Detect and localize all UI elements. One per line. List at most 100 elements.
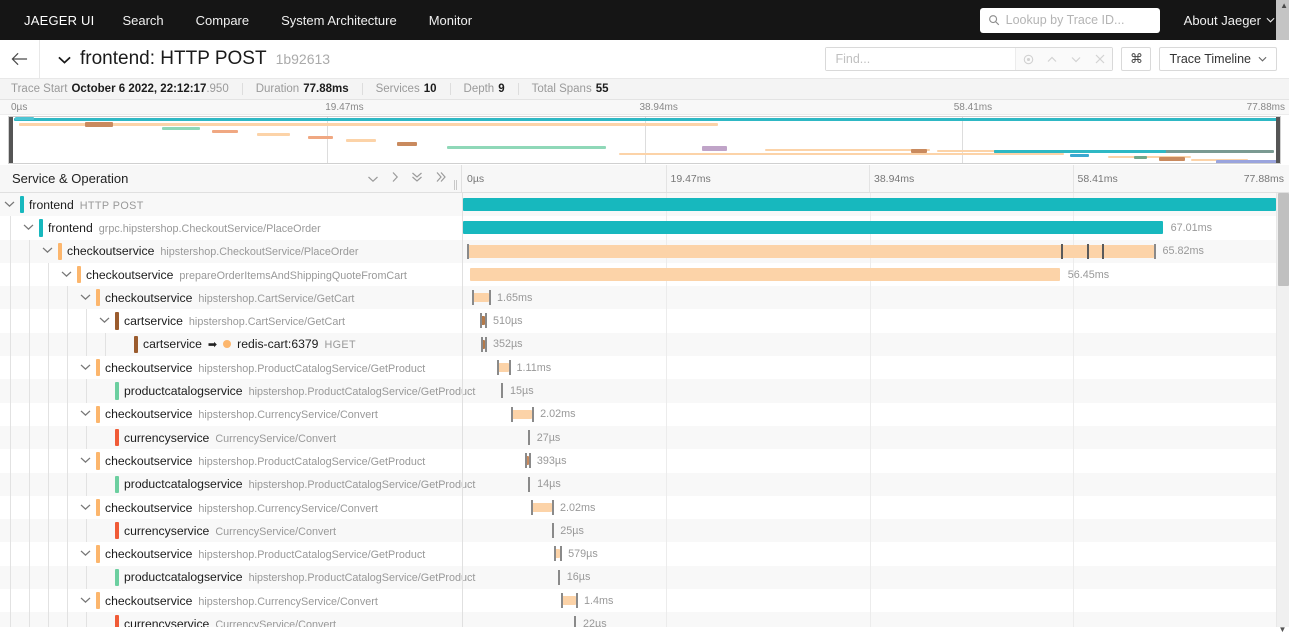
span-duration-bar[interactable] [467,244,1155,258]
nav-link-monitor[interactable]: Monitor [428,12,473,28]
span-row-label-cell[interactable]: currencyservice CurrencyService/Convert [0,612,462,627]
span-duration-bar[interactable] [561,596,576,606]
collapse-one-icon[interactable] [367,172,379,186]
find-input[interactable] [826,48,1017,70]
span-row-timeline-cell[interactable]: 352µs [462,332,1276,357]
span-row[interactable]: currencyservice CurrencyService/Convert 27… [0,425,1276,450]
span-row-label-cell[interactable]: checkoutservice hipstershop.ProductCatalo… [0,542,462,566]
span-row-timeline-cell[interactable]: 67.01ms [462,216,1276,240]
span-row-label-cell[interactable]: frontend grpc.hipstershop.CheckoutService… [0,216,462,240]
span-duration-bar[interactable] [510,409,533,419]
span-row[interactable]: productcatalogservice hipstershop.Product… [0,379,1276,403]
span-row-timeline-cell[interactable]: 16µs [462,565,1276,590]
span-row[interactable]: checkoutservice hipstershop.CheckoutServi… [0,239,1276,263]
span-expand-toggle[interactable] [80,362,91,373]
span-row[interactable]: checkoutservice hipstershop.ProductCatalo… [0,542,1276,566]
span-duration-bar[interactable] [471,293,489,303]
span-row-timeline-cell[interactable]: 1.4ms [462,589,1276,613]
scroll-down-arrow-icon[interactable]: ▼ [1278,625,1287,634]
span-expand-toggle[interactable] [23,222,34,233]
span-row[interactable]: checkoutservice hipstershop.ProductCatalo… [0,356,1276,380]
span-duration-bar[interactable] [479,316,485,326]
find-prev-button[interactable] [1040,48,1065,70]
minimap-drag-handle-left[interactable] [9,117,13,163]
span-duration-bar[interactable] [463,221,1163,235]
span-row-timeline-cell[interactable]: 1.11ms [462,356,1276,380]
span-row[interactable]: checkoutservice hipstershop.CurrencyServi… [0,495,1276,520]
span-row-label-cell[interactable]: checkoutservice hipstershop.CurrencyServi… [0,495,462,520]
span-expand-toggle[interactable] [80,549,91,560]
expand-all-icon[interactable] [435,171,447,186]
span-row-timeline-cell[interactable]: 15µs [462,379,1276,403]
span-row-label-cell[interactable]: productcatalogservice hipstershop.Product… [0,379,475,403]
span-expand-toggle[interactable] [4,199,15,210]
span-row-timeline-cell[interactable]: 56.45ms [462,262,1276,287]
span-expand-toggle[interactable] [80,409,91,420]
span-row-label-cell[interactable]: checkoutservice hipstershop.ProductCatalo… [0,449,462,473]
nav-link-system-architecture[interactable]: System Architecture [281,12,397,28]
span-row-timeline-cell[interactable]: 1.65ms [462,286,1276,310]
span-row-timeline-cell[interactable]: 65.82ms [462,239,1276,263]
span-row-timeline-cell[interactable]: 2.02ms [462,402,1276,426]
find-focus-button[interactable] [1016,48,1041,70]
span-row-label-cell[interactable]: checkoutservice hipstershop.ProductCatalo… [0,356,462,380]
minimap-drag-handle-right[interactable] [1276,117,1280,163]
back-button[interactable] [0,39,40,79]
span-row-label-cell[interactable]: cartservice hipstershop.CartService/GetCa… [0,309,462,333]
span-duration-bar[interactable] [554,549,561,559]
span-row-label-cell[interactable]: checkoutservice prepareOrderItemsAndShipp… [0,262,462,287]
span-expand-toggle[interactable] [80,292,91,303]
span-row[interactable]: currencyservice CurrencyService/Convert 25… [0,519,1276,543]
span-row-label-cell[interactable]: checkoutservice hipstershop.CurrencyServi… [0,402,462,426]
span-row-timeline-cell[interactable]: 22µs [462,612,1276,627]
span-expand-toggle[interactable] [61,269,72,280]
span-row[interactable]: checkoutservice hipstershop.CurrencyServi… [0,402,1276,426]
span-duration-bar[interactable] [470,267,1060,281]
scroll-up-arrow-icon[interactable]: ▲ [1280,1,1288,10]
span-row[interactable]: productcatalogservice hipstershop.Product… [0,565,1276,590]
brand-logo[interactable]: JAEGER UI [24,12,95,28]
span-row-timeline-cell[interactable]: 579µs [462,542,1276,566]
span-row-timeline-cell[interactable]: 393µs [462,449,1276,473]
span-row-label-cell[interactable]: currencyservice CurrencyService/Convert [0,425,462,450]
trace-minimap[interactable]: 0µs 19.47ms 38.94ms 58.41ms 77.88ms [0,100,1289,165]
span-row-timeline-cell[interactable]: 2.02ms [462,495,1276,520]
find-clear-button[interactable] [1088,48,1113,70]
span-row-label-cell[interactable]: productcatalogservice hipstershop.Product… [0,472,475,496]
nav-link-compare[interactable]: Compare [195,12,250,28]
span-row-timeline-cell[interactable]: 510µs [462,309,1276,333]
span-row[interactable]: checkoutservice hipstershop.CartService/G… [0,286,1276,310]
span-duration-bar[interactable] [530,502,552,512]
trace-collapse-toggle[interactable] [58,52,71,67]
span-row-timeline-cell[interactable]: 27µs [462,425,1276,450]
nav-link-search[interactable]: Search [122,12,164,28]
page-scrollbar-track-top[interactable]: ▲ [1276,0,1289,40]
find-next-button[interactable] [1064,48,1089,70]
span-row-label-cell[interactable]: checkoutservice hipstershop.CurrencyServi… [0,589,462,613]
span-list-scrollbar[interactable] [1276,193,1289,627]
span-row-timeline-cell[interactable]: 14µs [462,472,1276,496]
column-resize-handle[interactable] [454,180,460,190]
span-row[interactable]: productcatalogservice hipstershop.Product… [0,472,1276,496]
span-duration-bar[interactable] [524,456,529,466]
view-mode-dropdown[interactable]: Trace Timeline [1159,47,1277,71]
span-row-timeline-cell[interactable]: 25µs [462,519,1276,543]
collapse-all-icon[interactable] [411,171,423,186]
minimap-canvas[interactable] [8,116,1281,164]
span-duration-bar[interactable] [463,198,1276,211]
scrollbar-thumb[interactable] [1278,193,1289,286]
span-row[interactable]: checkoutservice prepareOrderItemsAndShipp… [0,262,1276,287]
span-row-timeline-cell[interactable] [462,193,1276,217]
span-duration-bar[interactable] [497,363,509,373]
span-expand-toggle[interactable] [80,455,91,466]
span-expand-toggle[interactable] [99,316,110,327]
span-row-label-cell[interactable]: productcatalogservice hipstershop.Product… [0,565,475,590]
span-expand-toggle[interactable] [80,502,91,513]
about-jaeger-menu[interactable]: About Jaeger [1184,13,1275,28]
span-row-label-cell[interactable]: currencyservice CurrencyService/Convert [0,519,462,543]
span-row[interactable]: frontend grpc.hipstershop.CheckoutService… [0,216,1276,240]
span-expand-toggle[interactable] [42,246,53,257]
span-row-label-cell[interactable]: checkoutservice hipstershop.CheckoutServi… [0,239,462,263]
trace-id-input[interactable] [1005,13,1152,27]
trace-id-lookup[interactable] [979,7,1160,33]
